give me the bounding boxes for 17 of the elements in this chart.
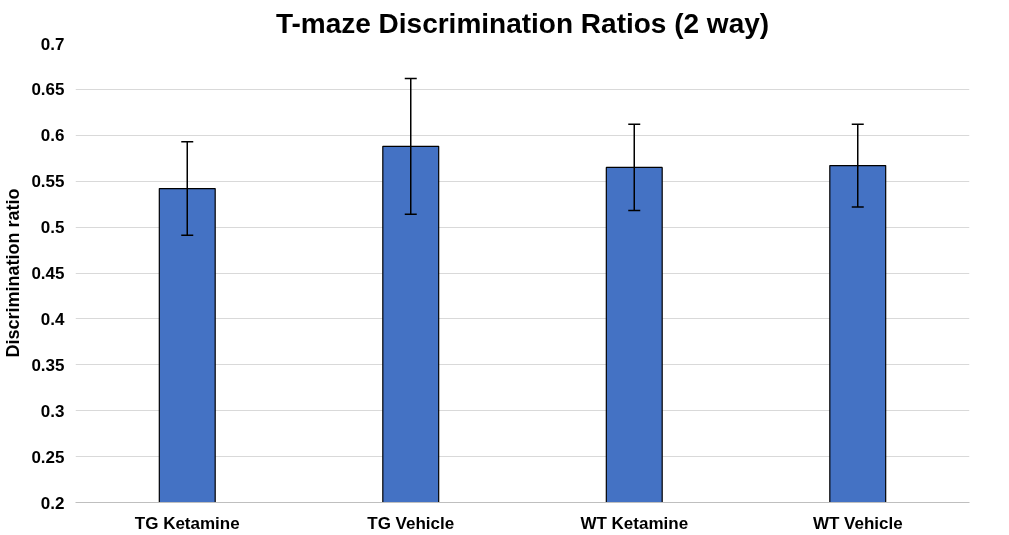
y-tick-label: 0.4 <box>40 309 66 329</box>
x-tick-label: WT Ketamine <box>580 513 689 533</box>
x-tick-label: WT Vehicle <box>812 513 903 533</box>
y-tick-label: 0.25 <box>31 447 65 467</box>
y-tick-label: 0.2 <box>40 493 65 513</box>
y-tick-label: 0.5 <box>40 218 65 238</box>
y-tick-label: 0.6 <box>40 126 65 146</box>
chart-title: T-maze Discrimination Ratios (2 way) <box>275 7 770 39</box>
y-tick-label: 0.65 <box>31 80 65 100</box>
y-tick-label: 0.45 <box>31 264 65 283</box>
y-tick-label: 0.35 <box>31 355 65 375</box>
y-tick-label: 0.55 <box>31 172 65 192</box>
y-tick-label: 0.3 <box>40 401 65 421</box>
y-tick-label: 0.7 <box>40 34 65 54</box>
y-axis-title: Discrimination ratio <box>3 188 24 358</box>
x-tick-label: TG Vehicle <box>367 513 455 533</box>
x-tick-label: TG Ketamine <box>134 513 240 533</box>
